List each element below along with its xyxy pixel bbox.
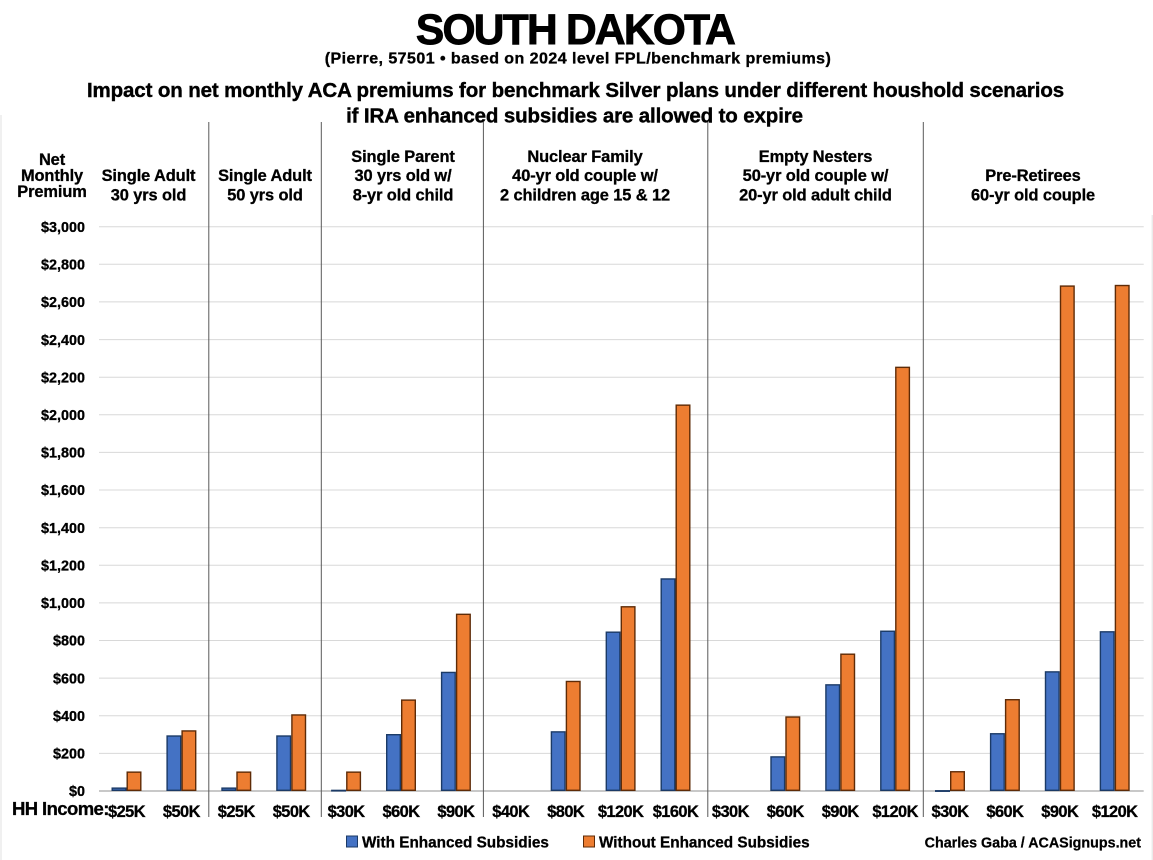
svg-text:$800: $800 [53, 634, 85, 650]
svg-text:Premium: Premium [17, 183, 86, 201]
svg-text:$1,200: $1,200 [41, 559, 85, 575]
svg-text:$40K: $40K [492, 803, 530, 821]
svg-text:HH Income:: HH Income: [12, 798, 109, 819]
svg-text:$2,400: $2,400 [41, 333, 85, 349]
svg-text:Monthly: Monthly [21, 167, 84, 185]
svg-text:20-yr old adult child: 20-yr old adult child [739, 186, 892, 204]
svg-text:Single Parent: Single Parent [351, 148, 455, 166]
svg-text:$60K: $60K [986, 803, 1024, 821]
svg-text:$30K: $30K [712, 803, 750, 821]
svg-text:Nuclear Family: Nuclear Family [527, 148, 643, 166]
svg-text:50-yr old couple w/: 50-yr old couple w/ [743, 167, 889, 185]
svg-text:$600: $600 [53, 671, 85, 687]
svg-text:(Pierre, 57501 • based on 2024: (Pierre, 57501 • based on 2024 level FPL… [325, 51, 832, 68]
svg-text:Single Adult: Single Adult [102, 167, 196, 185]
svg-text:$60K: $60K [383, 803, 421, 821]
svg-text:50 yrs old: 50 yrs old [227, 186, 303, 204]
svg-text:$90K: $90K [437, 803, 475, 821]
svg-text:$25K: $25K [218, 803, 256, 821]
svg-text:30 yrs old: 30 yrs old [111, 186, 187, 204]
svg-text:$90K: $90K [1041, 803, 1079, 821]
svg-text:$25K: $25K [108, 803, 146, 821]
svg-text:$50K: $50K [273, 803, 311, 821]
svg-text:Single Adult: Single Adult [218, 167, 312, 185]
svg-text:2 children age 15 & 12: 2 children age 15 & 12 [500, 186, 670, 204]
svg-text:Without Enhanced Subsidies: Without Enhanced Subsidies [599, 835, 810, 852]
svg-text:8-yr old child: 8-yr old child [353, 186, 454, 204]
svg-text:$160K: $160K [653, 803, 699, 821]
svg-text:$120K: $120K [872, 803, 918, 821]
svg-text:Impact on net monthly ACA prem: Impact on net monthly ACA premiums for b… [87, 79, 1064, 102]
svg-text:30 yrs old w/: 30 yrs old w/ [354, 167, 452, 185]
svg-text:Net: Net [39, 151, 66, 169]
svg-text:$2,200: $2,200 [41, 370, 85, 386]
svg-text:60-yr old couple: 60-yr old couple [971, 186, 1095, 204]
svg-text:$120K: $120K [598, 803, 644, 821]
svg-text:With Enhanced Subsidies: With Enhanced Subsidies [362, 835, 549, 852]
svg-text:$400: $400 [53, 709, 85, 725]
svg-text:$2,600: $2,600 [41, 295, 85, 311]
svg-text:$2,000: $2,000 [41, 408, 85, 424]
svg-text:$1,800: $1,800 [41, 446, 85, 462]
svg-text:$200: $200 [53, 747, 85, 763]
svg-text:$0: $0 [69, 784, 85, 800]
svg-text:Empty Nesters: Empty Nesters [759, 148, 872, 166]
svg-text:$30K: $30K [932, 803, 970, 821]
svg-text:$90K: $90K [822, 803, 860, 821]
svg-text:$1,600: $1,600 [41, 483, 85, 499]
svg-text:Pre-Retirees: Pre-Retirees [985, 167, 1080, 185]
svg-text:Charles Gaba / ACASignups.net: Charles Gaba / ACASignups.net [925, 836, 1142, 852]
svg-text:$30K: $30K [328, 803, 366, 821]
svg-text:$2,800: $2,800 [41, 258, 85, 274]
svg-text:$80K: $80K [547, 803, 585, 821]
svg-text:$50K: $50K [163, 803, 201, 821]
svg-text:$1,000: $1,000 [41, 596, 85, 612]
svg-text:$60K: $60K [767, 803, 805, 821]
svg-text:$1,400: $1,400 [41, 521, 85, 537]
svg-text:40-yr old couple w/: 40-yr old couple w/ [512, 167, 658, 185]
svg-text:if IRA enhanced subsidies are: if IRA enhanced subsidies are allowed to… [346, 104, 803, 127]
svg-text:SOUTH DAKOTA: SOUTH DAKOTA [416, 7, 735, 54]
svg-text:$120K: $120K [1092, 803, 1138, 821]
svg-text:$3,000: $3,000 [41, 220, 85, 236]
